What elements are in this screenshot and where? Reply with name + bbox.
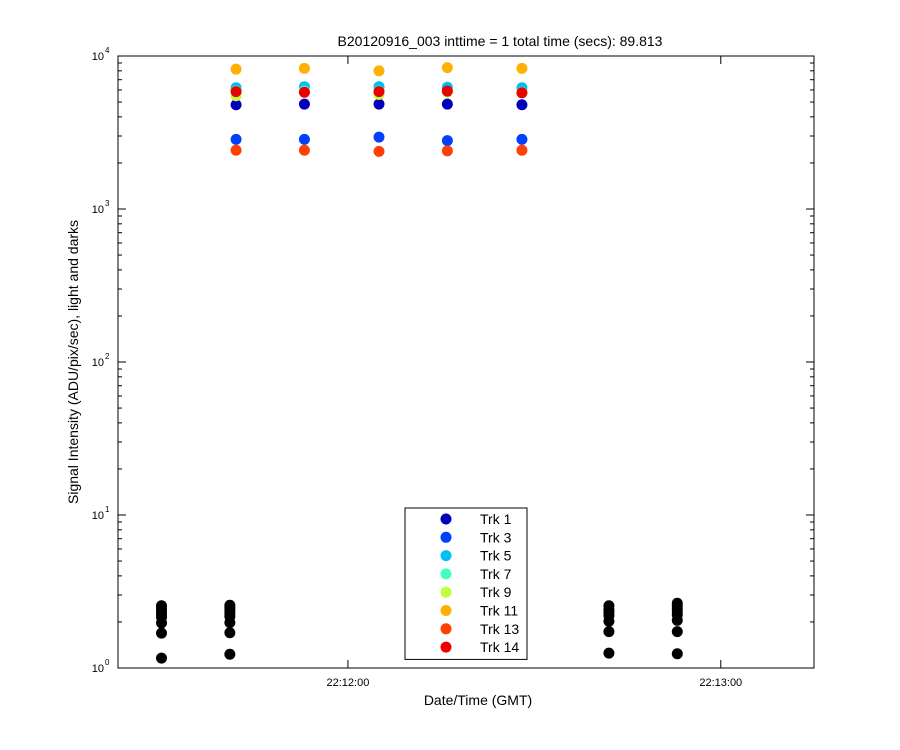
y-tick-label: 10 bbox=[92, 51, 104, 63]
data-point bbox=[298, 144, 310, 156]
dark-point bbox=[603, 615, 615, 627]
dark-points-layer bbox=[156, 597, 683, 664]
data-point bbox=[298, 133, 310, 145]
data-point bbox=[298, 62, 310, 74]
legend-marker bbox=[440, 623, 452, 635]
series-trk-14 bbox=[230, 85, 528, 99]
legend-box bbox=[404, 507, 528, 660]
data-point bbox=[441, 62, 453, 74]
y-tick-label: 10 bbox=[92, 357, 104, 369]
data-point bbox=[230, 144, 242, 156]
series-trk-1 bbox=[230, 98, 528, 111]
series-trk-11 bbox=[230, 62, 528, 77]
data-point bbox=[516, 62, 528, 74]
legend-marker bbox=[440, 531, 452, 543]
dark-point bbox=[156, 627, 167, 639]
legend-entry: Trk 13 bbox=[440, 621, 519, 637]
x-axis-label: Date/Time (GMT) bbox=[424, 692, 532, 708]
legend-marker bbox=[440, 586, 452, 598]
data-point bbox=[373, 98, 385, 110]
data-point bbox=[516, 133, 528, 145]
data-point bbox=[230, 86, 242, 98]
legend-label: Trk 14 bbox=[480, 639, 519, 655]
legend-entry: Trk 9 bbox=[440, 584, 512, 600]
legend-entry: Trk 1 bbox=[440, 511, 512, 527]
dark-point bbox=[671, 626, 683, 638]
legend-label: Trk 1 bbox=[480, 511, 512, 527]
x-tick-label: 22:13:00 bbox=[699, 677, 742, 689]
legend-label: Trk 11 bbox=[480, 603, 518, 619]
y-tick-exponent: 1 bbox=[105, 505, 110, 514]
legend-label: Trk 7 bbox=[480, 566, 512, 582]
y-tick-label: 10 bbox=[92, 663, 104, 675]
series-trk-13 bbox=[230, 144, 528, 157]
y-axis-label: Signal Intensity (ADU/pix/sec), light an… bbox=[65, 220, 81, 504]
series-trk-3 bbox=[230, 131, 528, 147]
legend-entry: Trk 7 bbox=[440, 566, 512, 582]
data-point bbox=[441, 85, 453, 97]
legend-label: Trk 9 bbox=[480, 584, 512, 600]
legend-label: Trk 3 bbox=[480, 529, 512, 545]
legend-entry: Trk 5 bbox=[440, 548, 512, 564]
data-point bbox=[298, 98, 310, 110]
data-point bbox=[230, 63, 242, 75]
y-tick-exponent: 0 bbox=[105, 658, 110, 667]
data-point bbox=[373, 65, 385, 77]
y-tick-label: 10 bbox=[92, 204, 104, 216]
y-tick-exponent: 4 bbox=[105, 46, 110, 55]
legend-marker bbox=[440, 513, 452, 525]
data-point bbox=[516, 87, 528, 99]
y-tick-exponent: 2 bbox=[105, 352, 110, 361]
dark-point bbox=[224, 648, 236, 660]
legend-entry: Trk 14 bbox=[440, 639, 519, 655]
dark-point bbox=[224, 627, 236, 639]
legend-entry: Trk 11 bbox=[440, 603, 518, 619]
legend-marker bbox=[440, 641, 452, 653]
legend-label: Trk 5 bbox=[480, 548, 512, 564]
legend-marker bbox=[440, 550, 452, 562]
data-point bbox=[441, 135, 453, 147]
legend-marker bbox=[440, 568, 452, 580]
legend: Trk 1 Trk 3 Trk 5 Trk 7 Trk 9 Trk 11 Trk 13 Trk… bbox=[404, 507, 528, 660]
data-point bbox=[373, 131, 385, 143]
data-point bbox=[516, 99, 528, 111]
data-point bbox=[298, 86, 310, 98]
chart-title: B20120916_003 inttime = 1 total time (se… bbox=[338, 33, 663, 49]
legend-label: Trk 13 bbox=[480, 621, 519, 637]
legend-marker bbox=[440, 605, 452, 616]
y-tick-label: 10 bbox=[92, 510, 104, 522]
data-point bbox=[373, 145, 385, 157]
data-point bbox=[441, 98, 453, 110]
data-point bbox=[230, 133, 242, 145]
legend-entry: Trk 3 bbox=[440, 529, 512, 545]
dark-point bbox=[603, 626, 615, 638]
data-point bbox=[230, 99, 242, 111]
series-points-layer bbox=[230, 62, 528, 157]
dark-point bbox=[671, 614, 683, 626]
data-point bbox=[516, 144, 528, 156]
dark-point bbox=[156, 617, 167, 629]
dark-point bbox=[671, 648, 683, 660]
data-point bbox=[373, 86, 385, 98]
dark-point bbox=[603, 647, 615, 659]
dark-point bbox=[224, 617, 236, 629]
data-point bbox=[441, 145, 453, 157]
dark-point bbox=[156, 652, 167, 664]
x-tick-label: 22:12:00 bbox=[327, 677, 370, 689]
y-tick-exponent: 3 bbox=[105, 199, 110, 208]
